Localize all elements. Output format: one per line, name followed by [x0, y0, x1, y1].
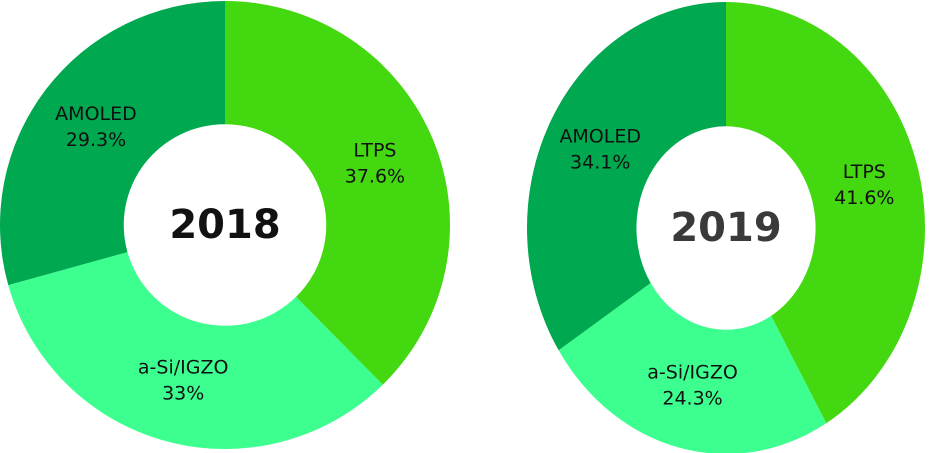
- segment-value-label: 33%: [162, 382, 204, 404]
- segment-value-label: 34.1%: [570, 152, 630, 174]
- chart-title: 2018: [169, 202, 280, 248]
- chart-title: 2019: [670, 205, 781, 251]
- donut-segment: [225, 1, 450, 385]
- donut-segment: [527, 2, 726, 351]
- donut-segment: [0, 1, 225, 286]
- segment-value-label: 41.6%: [834, 187, 894, 209]
- segment-label: LTPS: [353, 139, 396, 161]
- donut-segment: [558, 283, 827, 453]
- segment-label: a-Si/IGZO: [647, 362, 738, 384]
- segment-label: AMOLED: [55, 103, 137, 125]
- segment-label: AMOLED: [559, 126, 641, 148]
- segment-value-label: 29.3%: [66, 129, 126, 151]
- donut-segment: [726, 2, 926, 424]
- segment-label: LTPS: [843, 161, 886, 183]
- donut-segment: [8, 252, 383, 449]
- segment-value-label: 24.3%: [662, 388, 722, 410]
- segment-value-label: 37.6%: [345, 165, 405, 187]
- segment-label: a-Si/IGZO: [138, 356, 229, 378]
